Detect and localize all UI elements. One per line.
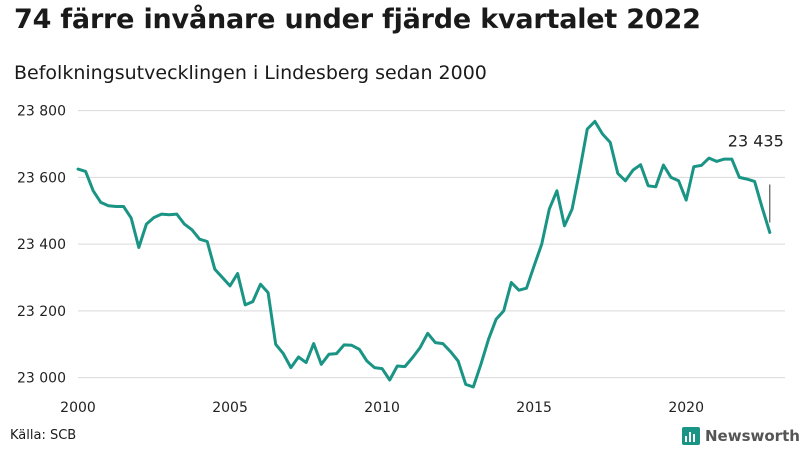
x-tick-label: 2015 [516, 400, 552, 416]
chart-subtitle: Befolkningsutvecklingen i Lindesberg sed… [14, 62, 487, 84]
x-tick-label: 2010 [364, 400, 400, 416]
y-tick-label: 23 000 [17, 371, 66, 387]
brand-logo: Newsworthy [682, 424, 800, 448]
y-tick-label: 23 600 [17, 170, 66, 186]
brand-name: Newsworthy [705, 427, 800, 445]
y-tick-label: 23 200 [17, 304, 66, 320]
y-tick-label: 23 400 [17, 237, 66, 253]
x-tick-label: 2020 [668, 400, 704, 416]
y-axis-ticks: 23 000 23 200 23 400 23 600 23 800 [17, 104, 66, 387]
grid-lines [78, 110, 785, 379]
chart-title: 74 färre invånare under fjärde kvartalet… [14, 4, 701, 35]
x-axis-ticks: 2000 2005 2010 2015 2020 [60, 400, 704, 416]
source-note: Källa: SCB [10, 428, 77, 443]
series-line [76, 119, 772, 389]
x-tick-label: 2005 [212, 400, 248, 416]
annotation-label: 23 435 [728, 131, 784, 150]
x-tick-label: 2000 [60, 400, 96, 416]
newsworthy-logo-icon [682, 427, 700, 445]
y-tick-label: 23 800 [17, 104, 66, 120]
